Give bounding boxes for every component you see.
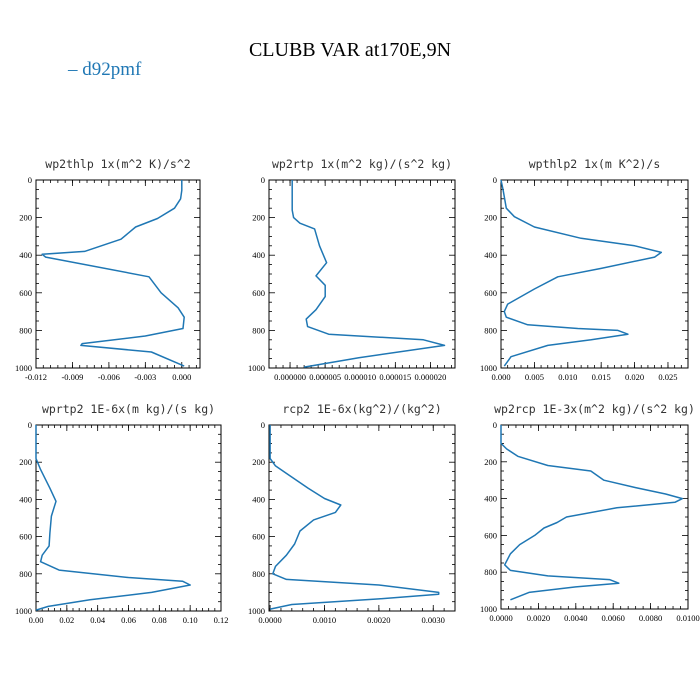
y-tick-label: 200 bbox=[484, 213, 497, 223]
x-tick-label: 0.0080 bbox=[639, 613, 662, 623]
y-tick-label: 1000 bbox=[15, 363, 32, 373]
series-line bbox=[35, 425, 191, 611]
y-tick-label: 400 bbox=[484, 494, 497, 504]
legend-entry-label: – d92pmf bbox=[67, 59, 142, 80]
series-line bbox=[269, 425, 440, 610]
y-tick-label: 400 bbox=[252, 494, 265, 504]
y-tick-label: 0 bbox=[261, 420, 265, 430]
y-tick-label: 0 bbox=[28, 420, 32, 430]
y-tick-label: 600 bbox=[19, 288, 32, 298]
y-tick-label: 600 bbox=[19, 532, 32, 542]
x-tick-label: 0.000005 bbox=[309, 372, 341, 382]
x-tick-label: 0.0060 bbox=[602, 613, 625, 623]
figure-legend: – d92pmf bbox=[67, 59, 142, 80]
x-tick-label: 0.00 bbox=[29, 615, 44, 625]
y-tick-label: 0 bbox=[28, 175, 32, 185]
y-tick-label: 200 bbox=[252, 457, 265, 467]
x-tick-label: 0.0040 bbox=[564, 613, 587, 623]
chart-panel: wp2rcp 1E-3x(m^2 kg)/(s^2 kg) 0.0000 0.002… bbox=[480, 402, 700, 623]
y-tick-label: 400 bbox=[19, 494, 32, 504]
chart-panel: rcp2 1E-6x(kg^2)/(kg^2) 0.0000 0.0010 0.002… bbox=[248, 402, 456, 625]
plot-frame bbox=[35, 424, 222, 612]
x-tick-label: 0.000000 bbox=[274, 372, 306, 382]
y-tick-label: 1000 bbox=[248, 363, 265, 373]
y-tick-label: 600 bbox=[484, 530, 497, 540]
panel-title: rcp2 1E-6x(kg^2)/(kg^2) bbox=[282, 402, 441, 416]
x-tick-label: 0.000 bbox=[491, 372, 510, 382]
x-tick-label: 0.025 bbox=[658, 372, 677, 382]
y-tick-label: 600 bbox=[484, 288, 497, 298]
y-tick-label: 0 bbox=[493, 175, 497, 185]
chart-panel: wpthlp2 1x(m K^2)/s 0.000 0.005 0.010 0.015 0… bbox=[480, 157, 689, 382]
x-tick-label: 0.000020 bbox=[414, 372, 446, 382]
y-tick-label: 0 bbox=[261, 175, 265, 185]
series-line bbox=[41, 180, 185, 367]
y-tick-label: 0 bbox=[493, 420, 497, 430]
chart-panel: wp2thlp 1x(m^2 K)/s^2 -0.012 -0.009 -0.006 -… bbox=[15, 157, 201, 382]
chart-panels: wp2thlp 1x(m^2 K)/s^2 -0.012 -0.009 -0.006 -… bbox=[15, 157, 700, 625]
x-tick-label: 0.0020 bbox=[527, 613, 550, 623]
x-tick-label: 0.0000 bbox=[258, 615, 281, 625]
y-tick-label: 400 bbox=[19, 250, 32, 260]
y-tick-label: 600 bbox=[252, 532, 265, 542]
x-tick-label: -0.009 bbox=[61, 372, 83, 382]
legend-line-glyph: – bbox=[67, 59, 82, 80]
x-tick-label: 0.08 bbox=[152, 615, 167, 625]
x-tick-label: 0.06 bbox=[121, 615, 136, 625]
y-tick-label: 800 bbox=[484, 567, 497, 577]
x-tick-label: 0.10 bbox=[183, 615, 198, 625]
x-tick-label: 0.02 bbox=[59, 615, 74, 625]
y-tick-label: 600 bbox=[252, 288, 265, 298]
x-tick-label: 0.010 bbox=[558, 372, 577, 382]
x-tick-label: 0.000010 bbox=[344, 372, 376, 382]
series-line bbox=[291, 180, 446, 368]
x-tick-label: -0.003 bbox=[134, 372, 156, 382]
y-tick-label: 200 bbox=[252, 213, 265, 223]
x-tick-label: 0.0000 bbox=[489, 613, 512, 623]
y-tick-label: 1000 bbox=[15, 606, 32, 616]
panel-title: wp2rcp 1E-3x(m^2 kg)/(s^2 kg) bbox=[494, 402, 695, 416]
chart-panel: wp2rtp 1x(m^2 kg)/(s^2 kg)0.000000 0.0000… bbox=[248, 157, 456, 382]
y-tick-label: 200 bbox=[19, 213, 32, 223]
x-tick-label: -0.012 bbox=[25, 372, 47, 382]
series-line bbox=[500, 179, 663, 367]
y-tick-label: 1000 bbox=[480, 604, 497, 614]
y-tick-label: 800 bbox=[19, 569, 32, 579]
y-tick-label: 200 bbox=[19, 457, 32, 467]
x-tick-label: 0.020 bbox=[625, 372, 644, 382]
y-tick-label: 400 bbox=[484, 250, 497, 260]
x-tick-label: 0.0100 bbox=[676, 613, 699, 623]
y-tick-label: 800 bbox=[484, 325, 497, 335]
x-tick-label: 0.000015 bbox=[379, 372, 411, 382]
x-tick-label: 0.0030 bbox=[422, 615, 445, 625]
panel-title: wp2thlp 1x(m^2 K)/s^2 bbox=[45, 157, 190, 171]
x-tick-label: 0.015 bbox=[592, 372, 611, 382]
series-line bbox=[500, 425, 684, 601]
x-tick-label: 0.000 bbox=[172, 372, 191, 382]
panel-title: wprtp2 1E-6x(m kg)/(s kg) bbox=[42, 402, 215, 416]
x-tick-label: -0.006 bbox=[98, 372, 120, 382]
x-tick-label: 0.0010 bbox=[313, 615, 336, 625]
y-tick-label: 800 bbox=[252, 325, 265, 335]
plot-frame bbox=[268, 424, 456, 612]
y-tick-label: 800 bbox=[19, 325, 32, 335]
x-tick-label: 0.005 bbox=[525, 372, 544, 382]
y-tick-label: 200 bbox=[484, 457, 497, 467]
y-tick-label: 1000 bbox=[480, 363, 497, 373]
plot-frame bbox=[268, 179, 456, 369]
panel-title: wp2rtp 1x(m^2 kg)/(s^2 kg) bbox=[272, 157, 452, 171]
y-tick-label: 400 bbox=[252, 250, 265, 260]
x-tick-label: 0.04 bbox=[90, 615, 106, 625]
y-tick-label: 1000 bbox=[248, 606, 265, 616]
y-tick-label: 800 bbox=[252, 569, 265, 579]
plot-frame bbox=[500, 424, 689, 610]
chart-panel: wprtp2 1E-6x(m kg)/(s kg) 0.00 0.02 0.04 0.0… bbox=[15, 402, 228, 625]
x-tick-label: 0.0020 bbox=[367, 615, 390, 625]
figure-title: CLUBB VAR at170E,9N bbox=[249, 39, 451, 61]
x-tick-label: 0.12 bbox=[214, 615, 229, 625]
panel-title: wpthlp2 1x(m K^2)/s bbox=[529, 157, 661, 171]
